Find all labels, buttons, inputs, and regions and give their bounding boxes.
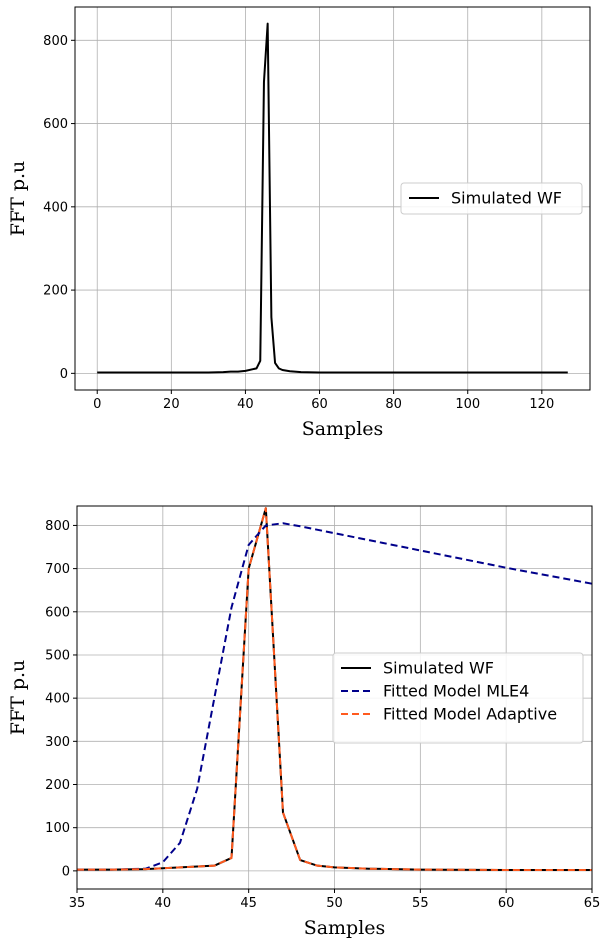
y-tick-label: 600 [43,117,68,132]
y-tick-label: 500 [45,648,70,663]
y-tick-label: 400 [45,692,70,707]
legend-box [332,652,584,744]
x-tick-label: 55 [412,896,429,911]
legend-label: Simulated WF [383,659,494,678]
y-tick-label: 300 [45,735,70,750]
x-tick-label: 35 [69,896,86,911]
legend-label: Simulated WF [451,189,562,208]
chart-top: 0 20 40 60 80 100 120 0 200 400 600 800 Samples FFT p… [7,6,591,440]
y-tick-label: 800 [43,34,68,49]
series-line-fitted-model-mle4 [77,522,592,871]
x-tick-label: 45 [240,896,257,911]
x-axis-label: Samples [304,917,386,939]
legend-box [400,182,583,215]
x-tick-label: 60 [311,397,328,412]
y-tick-label: 100 [45,821,70,836]
x-tick-label: 100 [455,397,480,412]
x-tick-label: 60 [498,896,515,911]
y-tick-label: 800 [45,519,70,534]
legend-label: Fitted Model MLE4 [383,682,529,701]
x-tick-label: 120 [529,397,554,412]
y-tick-label: 200 [45,778,70,793]
y-tick-label: 400 [43,200,68,215]
y-tick-label: 700 [45,562,70,577]
x-tick-label: 20 [163,397,180,412]
chart-bottom: 35 40 45 50 55 60 65 0 100 200 300 400 500 600 700 800 S… [7,505,600,939]
x-tick-label: 40 [237,397,254,412]
y-tick-label: 0 [62,864,70,879]
plot-frame [74,6,591,391]
y-tick-label: 600 [45,605,70,620]
series-line-fitted-model-adaptive [77,507,592,871]
x-tick-label: 65 [584,896,600,911]
y-tick-label: 0 [60,367,68,382]
series-line-simulated-wf [97,22,568,374]
x-axis-label: Samples [302,418,384,440]
x-tick-label: 50 [326,896,343,911]
x-tick-label: 40 [155,896,172,911]
y-axis-label: FFT p.u [7,660,29,736]
legend-label: Fitted Model Adaptive [383,705,557,724]
y-tick-label: 200 [43,284,68,299]
x-tick-label: 0 [93,397,101,412]
y-axis-label: FFT p.u [7,161,29,237]
x-tick-label: 80 [385,397,402,412]
